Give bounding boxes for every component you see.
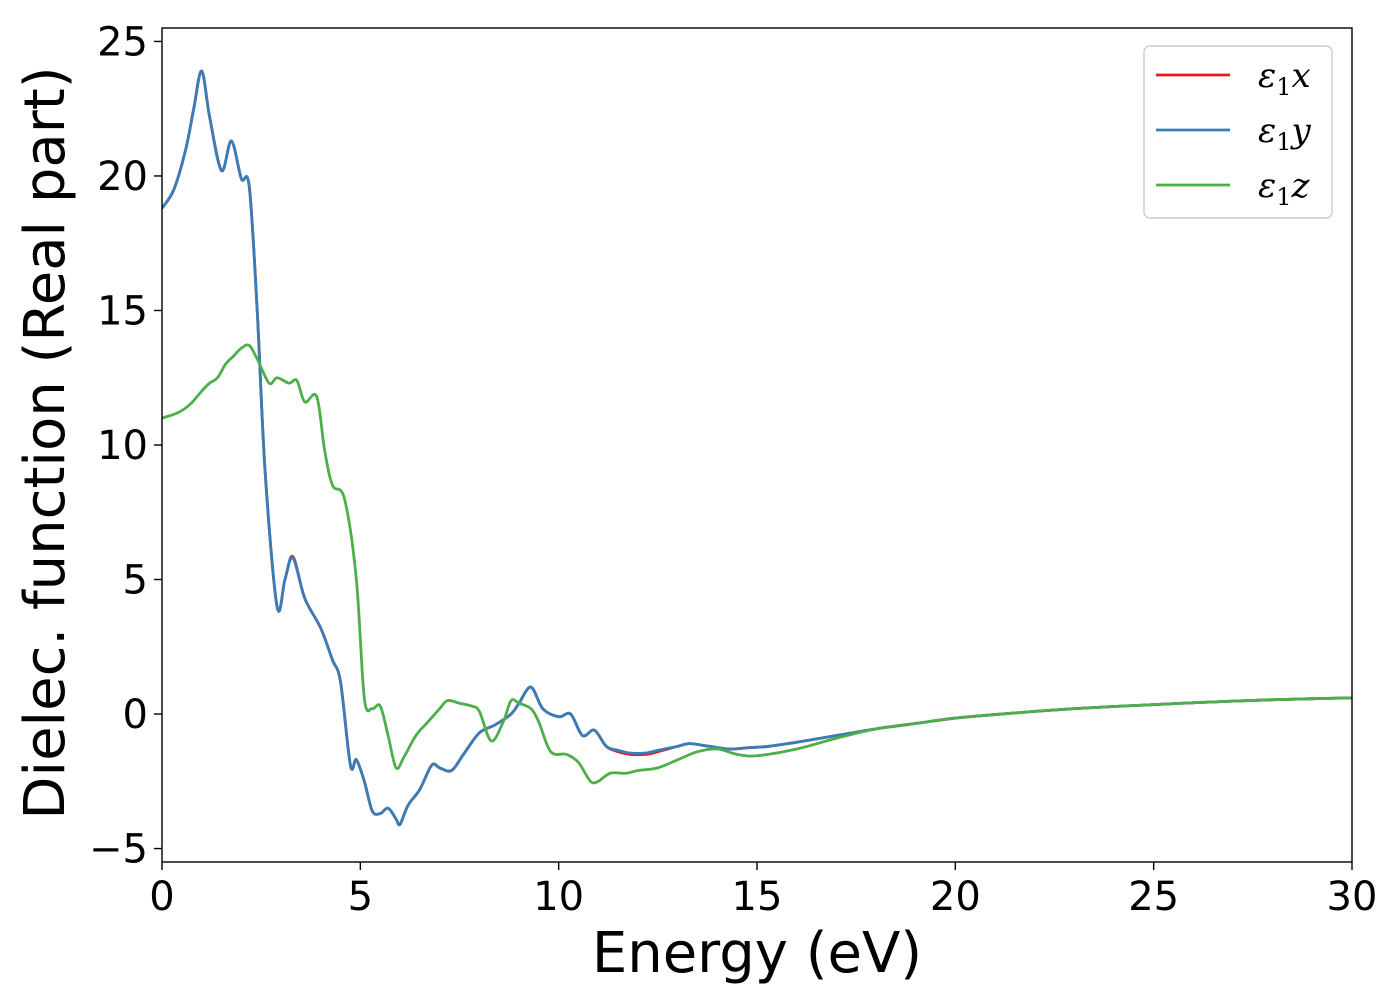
y-axis: −5 0 5 10 15 20 25 xyxy=(89,19,162,873)
legend-label-y: ε1y xyxy=(1258,111,1312,156)
legend-label-z: ε1z xyxy=(1258,166,1311,211)
legend-label-x: ε1x xyxy=(1258,56,1311,101)
x-tick-label: 5 xyxy=(348,874,373,920)
x-tick-label: 25 xyxy=(1128,874,1179,920)
y-tick-label: 0 xyxy=(123,692,148,738)
x-tick-label: 20 xyxy=(930,874,981,920)
y-tick-label: 20 xyxy=(97,154,148,200)
y-axis-title: Dielec. function (Real part) xyxy=(13,66,78,819)
y-tick-label: 10 xyxy=(97,423,148,469)
y-tick-label: 15 xyxy=(97,288,148,334)
x-tick-label: 0 xyxy=(149,874,174,920)
legend-box xyxy=(1143,45,1333,219)
x-tick-label: 15 xyxy=(732,874,783,920)
series-layer xyxy=(162,69,1352,827)
x-axis-title: Energy (eV) xyxy=(592,921,922,986)
y-tick-label: −5 xyxy=(89,827,148,873)
x-tick-label: 30 xyxy=(1327,874,1378,920)
series-line-z xyxy=(162,343,1352,785)
y-tick-label: 5 xyxy=(123,558,148,604)
y-tick-label: 25 xyxy=(97,19,148,65)
x-axis: 0 5 10 15 20 25 30 xyxy=(149,862,1377,920)
x-tick-label: 10 xyxy=(533,874,584,920)
legend: ε1x ε1y ε1z xyxy=(1143,45,1333,219)
